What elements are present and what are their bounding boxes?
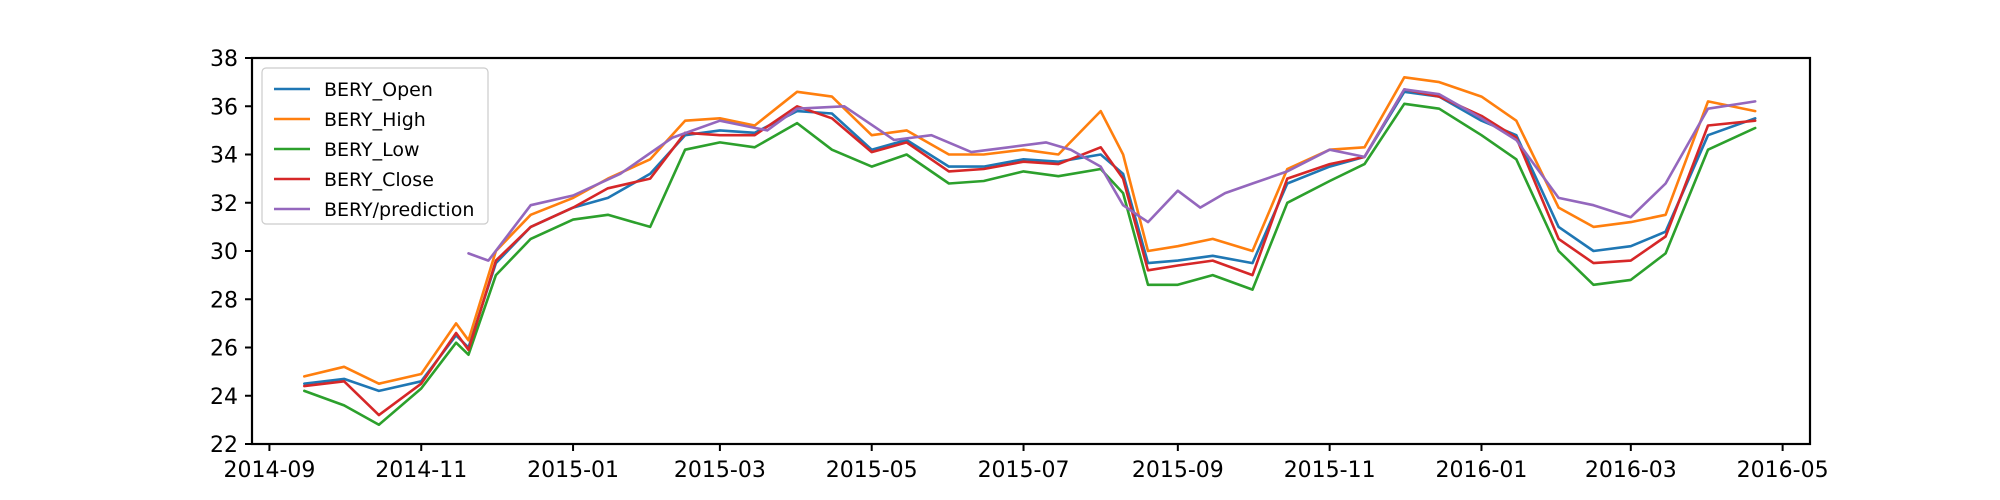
y-tick-label: 30 xyxy=(210,240,238,265)
legend: BERY_Open BERY_High BERY_Low BERY_Close BERY… xyxy=(261,67,489,225)
y-tick-label: 26 xyxy=(210,337,238,362)
y-tick-label: 22 xyxy=(210,433,238,458)
y-tick-label: 24 xyxy=(210,385,238,410)
legend-label: BERY_Low xyxy=(324,139,420,161)
x-tick-label: 2016-01 xyxy=(1436,458,1528,483)
y-tick-label: 36 xyxy=(210,95,238,120)
y-tick-label: 28 xyxy=(210,288,238,313)
series-line-bery-prediction xyxy=(467,88,1757,262)
legend-box xyxy=(261,67,489,225)
legend-label: BERY_High xyxy=(324,109,426,131)
x-tick-label: 2015-03 xyxy=(674,458,766,483)
legend-label: BERY/prediction xyxy=(324,199,474,221)
x-axis: 2014-09 2014-11 2015-01 2015-03 2015-05 2015-… xyxy=(223,444,1829,483)
legend-label: BERY_Close xyxy=(324,169,434,191)
y-tick-label: 38 xyxy=(210,47,238,72)
x-tick-label: 2015-05 xyxy=(826,458,918,483)
x-tick-label: 2015-09 xyxy=(1132,458,1224,483)
x-tick-label: 2014-11 xyxy=(375,458,467,483)
y-axis: 22 24 26 28 30 32 34 36 38 xyxy=(210,47,252,458)
y-tick-label: 34 xyxy=(210,144,238,169)
series-line-bery-open xyxy=(302,90,1757,393)
x-tick-label: 2016-05 xyxy=(1737,458,1829,483)
y-tick-label: 32 xyxy=(210,192,238,217)
x-tick-label: 2014-09 xyxy=(223,458,315,483)
plot-area xyxy=(302,76,1757,427)
x-tick-label: 2015-01 xyxy=(527,458,619,483)
series-line-bery-high xyxy=(302,76,1757,386)
x-tick-label: 2015-07 xyxy=(978,458,1070,483)
series-line-bery-low xyxy=(302,102,1757,427)
legend-label: BERY_Open xyxy=(324,79,433,101)
x-tick-label: 2015-11 xyxy=(1284,458,1376,483)
series-line-bery-close xyxy=(302,88,1757,417)
x-tick-label: 2016-03 xyxy=(1585,458,1677,483)
